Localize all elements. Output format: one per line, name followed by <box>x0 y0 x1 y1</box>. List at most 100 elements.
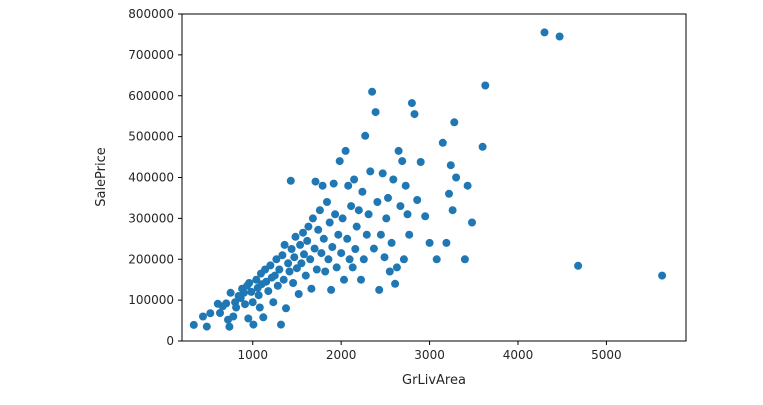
data-point <box>403 210 412 219</box>
data-point <box>334 230 343 239</box>
data-point <box>306 255 315 264</box>
y-tick-label: 400000 <box>128 171 174 185</box>
data-point <box>450 118 459 127</box>
data-point <box>299 228 307 237</box>
data-point <box>373 198 382 206</box>
data-point <box>189 320 198 329</box>
data-point <box>312 265 321 274</box>
data-point <box>354 206 363 215</box>
data-point <box>481 81 490 90</box>
x-tick-label: 5000 <box>591 348 622 362</box>
data-point <box>272 255 281 264</box>
data-point <box>389 175 398 184</box>
data-point <box>275 265 284 274</box>
data-point <box>394 146 403 155</box>
data-point <box>307 284 316 293</box>
data-point <box>311 177 320 186</box>
data-point <box>278 251 287 260</box>
data-point <box>247 287 256 296</box>
data-point <box>285 267 294 276</box>
data-point <box>345 255 354 264</box>
data-point <box>347 202 356 211</box>
y-tick-label: 500000 <box>128 130 174 144</box>
data-point <box>286 176 295 185</box>
data-point <box>303 236 312 245</box>
data-point <box>329 179 338 188</box>
x-tick-label: 2000 <box>326 348 357 362</box>
data-point <box>216 309 224 317</box>
data-point <box>332 263 341 272</box>
data-point <box>269 298 278 307</box>
data-point <box>289 279 298 287</box>
data-point <box>225 322 234 331</box>
data-point <box>445 189 453 198</box>
data-point <box>249 320 258 329</box>
y-tick-label: 100000 <box>128 293 174 307</box>
data-point <box>446 161 455 170</box>
data-point <box>432 255 441 264</box>
data-point <box>284 259 293 268</box>
y-tick-label: 600000 <box>128 89 174 103</box>
data-point <box>452 173 461 182</box>
data-point <box>229 312 238 321</box>
x-tick-label: 1000 <box>237 348 268 362</box>
data-point <box>273 281 282 290</box>
data-point <box>338 214 347 223</box>
data-point <box>279 275 288 284</box>
data-point <box>361 131 370 140</box>
data-point <box>407 99 416 108</box>
data-point <box>335 157 344 166</box>
data-point <box>321 267 330 276</box>
data-point <box>308 214 317 223</box>
data-point <box>327 285 336 294</box>
data-point <box>270 271 279 280</box>
data-point <box>239 288 248 297</box>
data-point <box>387 238 396 247</box>
data-point <box>351 245 360 253</box>
data-point <box>438 138 447 147</box>
data-point <box>555 32 564 41</box>
data-point <box>266 261 275 270</box>
data-point <box>463 181 472 190</box>
data-point <box>310 244 319 253</box>
data-point <box>385 267 394 276</box>
data-point <box>401 181 410 190</box>
data-point <box>291 232 300 241</box>
data-point <box>343 234 352 243</box>
data-point <box>371 108 380 117</box>
data-point <box>540 28 549 37</box>
data-point <box>337 249 346 258</box>
data-point <box>331 210 340 219</box>
data-point <box>248 298 257 307</box>
data-point <box>245 279 254 287</box>
data-point <box>255 303 264 312</box>
data-point <box>199 312 207 321</box>
data-point <box>323 198 331 206</box>
data-point <box>357 275 365 284</box>
y-axis: 0 100000 200000 300000 400000 500000 600000 700… <box>128 7 182 348</box>
data-point <box>350 175 359 184</box>
data-point <box>405 230 414 239</box>
points-layer <box>189 28 667 331</box>
data-point <box>366 167 375 176</box>
data-point <box>202 322 211 331</box>
data-point <box>328 243 337 251</box>
data-point <box>340 275 348 284</box>
data-point <box>384 193 392 202</box>
data-point <box>375 285 384 294</box>
data-point <box>352 222 361 231</box>
data-point <box>277 320 285 329</box>
y-tick-label: 300000 <box>128 211 174 225</box>
data-point <box>369 244 378 253</box>
data-point <box>290 253 299 262</box>
data-point <box>574 261 583 270</box>
data-point <box>380 253 389 262</box>
data-point <box>222 299 231 308</box>
data-point <box>206 309 215 318</box>
data-point <box>287 245 296 253</box>
data-point <box>658 271 667 280</box>
data-point <box>280 240 289 249</box>
data-point <box>358 187 367 196</box>
data-point <box>244 314 253 323</box>
data-point <box>259 313 268 322</box>
